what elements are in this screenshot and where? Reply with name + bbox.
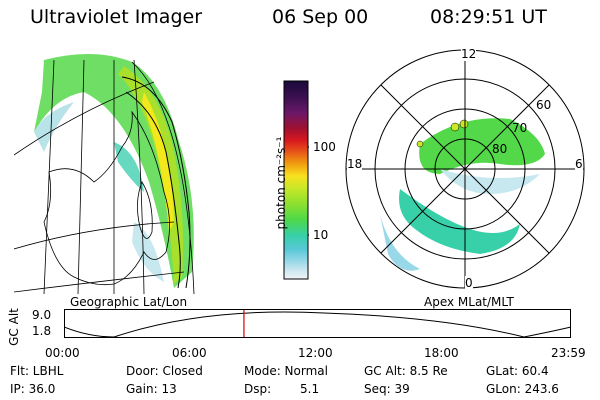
- observation-date: 06 Sep 00: [272, 6, 369, 28]
- ip-readout: IP: 36.0: [10, 382, 56, 396]
- instrument-title: Ultraviolet Imager: [30, 6, 203, 28]
- colorbar-tick-10: 10: [313, 228, 329, 242]
- colorbar-unit-label: photon cm⁻²s⁻¹: [274, 136, 288, 230]
- island-outline: [137, 181, 153, 239]
- door-readout: Door: Closed: [126, 364, 203, 378]
- polar-aurora-diffuse: [380, 214, 420, 271]
- dsp-value: 5.1: [300, 382, 320, 396]
- gc-alt-readout: GC Alt: 8.5 Re: [364, 364, 448, 378]
- time-tick-1800: 18:00: [424, 346, 459, 360]
- aurora-patch: [114, 142, 144, 192]
- polar-bright-spot: [459, 119, 469, 129]
- altitude-ylabel: GC Alt: [7, 308, 21, 346]
- graticule: [14, 59, 195, 294]
- aurora-diffuse-south: [132, 222, 164, 282]
- polar-bright-spot: [450, 122, 460, 132]
- coastline: [43, 110, 170, 286]
- right-panel-caption: Apex MLat/MLT: [424, 295, 514, 309]
- altitude-ytick-9: 9.0: [32, 308, 52, 322]
- seq-readout: Seq: 39: [364, 382, 410, 396]
- altitude-ytick-1-8: 1.8: [32, 324, 52, 338]
- glat-readout: GLat: 60.4: [486, 364, 549, 378]
- mlat-label-70: 70: [512, 121, 528, 135]
- mlt-label-6: 6: [575, 157, 583, 171]
- colorbar: [283, 80, 309, 280]
- polar-aurora-south: [399, 189, 520, 254]
- mlt-label-18: 18: [347, 157, 363, 171]
- time-tick-0000: 00:00: [45, 346, 80, 360]
- filter-readout: Flt: LBHL: [10, 364, 64, 378]
- altitude-plot: [64, 309, 572, 338]
- geographic-uv-image: [14, 53, 195, 294]
- aurora-peak: [142, 92, 174, 232]
- altitude-curve: [64, 311, 572, 338]
- polar-aurora-oval: [419, 118, 545, 174]
- time-tick-0600: 06:00: [172, 346, 207, 360]
- polar-grid: [345, 49, 585, 289]
- glon-readout: GLon: 243.6: [486, 382, 559, 396]
- colorbar-tick-100: 100: [313, 140, 336, 154]
- gain-readout: Gain: 13: [126, 382, 177, 396]
- mode-readout: Mode: Normal: [244, 364, 328, 378]
- mlt-label-12: 12: [461, 47, 477, 61]
- mlat-label-80: 80: [492, 142, 508, 156]
- dsp-label: Dsp:: [244, 382, 272, 396]
- polar-bright-spot: [416, 140, 424, 148]
- observation-time: 08:29:51 UT: [430, 6, 547, 28]
- left-panel-caption: Geographic Lat/Lon: [70, 295, 188, 309]
- time-tick-1200: 12:00: [298, 346, 333, 360]
- time-tick-2359: 23:59: [551, 346, 586, 360]
- altitude-plot-frame: [64, 309, 571, 338]
- mlat-label-60: 60: [536, 98, 552, 112]
- mlt-label-0: 0: [465, 276, 473, 290]
- aurora-diffuse: [34, 102, 74, 152]
- polar-mlt-plot: [345, 49, 585, 289]
